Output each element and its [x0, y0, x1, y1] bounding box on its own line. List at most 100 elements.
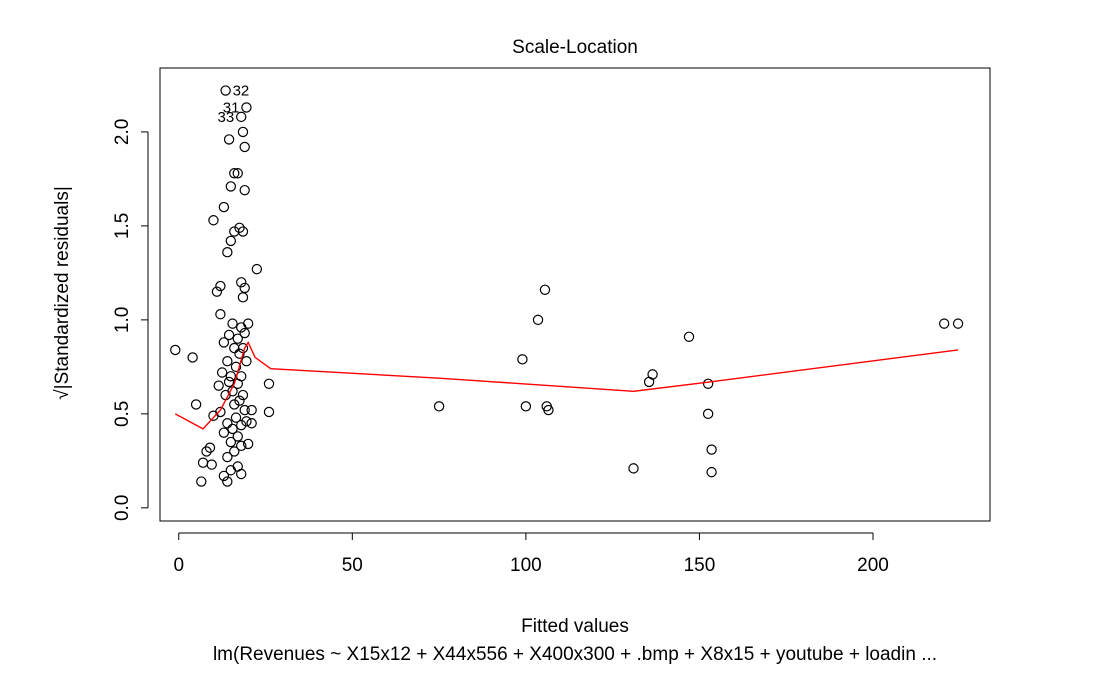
- data-point: [706, 466, 717, 478]
- x-tick-label: 200: [857, 555, 889, 576]
- data-point: [230, 412, 242, 423]
- y-tick-label: 2.0: [112, 119, 133, 145]
- plot-frame: [159, 67, 991, 522]
- data-point: [236, 277, 247, 288]
- data-point: [234, 395, 245, 406]
- data-point: [241, 356, 252, 367]
- data-point: [204, 442, 216, 453]
- data-point: [237, 126, 249, 138]
- point-label: 33: [218, 109, 235, 126]
- x-axis-label: Fitted values: [521, 616, 629, 637]
- y-tick-label: 1.5: [112, 213, 133, 239]
- data-point: [218, 337, 230, 348]
- data-point: [520, 401, 532, 412]
- data-point: [213, 380, 224, 391]
- data-point: [227, 423, 238, 435]
- y-tick-label: 1.0: [112, 307, 133, 333]
- data-point: [251, 263, 263, 275]
- points-layer: [170, 85, 964, 487]
- point-label: 32: [233, 83, 250, 100]
- x-tick-label: 0: [173, 555, 184, 576]
- data-point: [242, 438, 254, 450]
- data-point: [222, 418, 233, 429]
- data-point: [683, 331, 695, 342]
- point-label: 31: [223, 99, 240, 116]
- data-point: [230, 361, 242, 373]
- data-point: [532, 314, 544, 326]
- chart-title: Scale-Location: [512, 37, 638, 58]
- y-tick-label: 0.5: [112, 401, 133, 427]
- data-point: [232, 333, 243, 344]
- data-point: [232, 168, 243, 179]
- data-point: [246, 418, 257, 429]
- data-point: [241, 416, 252, 427]
- data-point: [234, 222, 245, 233]
- data-point: [215, 280, 226, 292]
- data-point: [236, 440, 247, 452]
- data-point: [218, 201, 230, 213]
- smoother-layer: [174, 340, 959, 430]
- data-point: [236, 111, 247, 123]
- data-point: [223, 329, 235, 341]
- smoother-line: [174, 340, 959, 430]
- axes-layer: 0 50 100 150 200 0.0 0.5 1.0 1.5 2.0: [112, 119, 889, 576]
- data-point: [170, 344, 181, 356]
- data-point: [211, 286, 223, 297]
- data-point: [237, 389, 249, 401]
- data-point: [218, 427, 230, 438]
- y-tick-label: 0.0: [112, 495, 133, 521]
- data-point: [215, 406, 226, 418]
- data-point: [201, 446, 212, 457]
- data-point: [225, 235, 237, 247]
- data-point: [236, 468, 247, 480]
- data-point: [234, 348, 245, 359]
- data-point: [517, 354, 528, 365]
- data-point: [222, 356, 233, 367]
- data-point: [215, 309, 226, 320]
- data-point: [246, 404, 257, 416]
- data-point: [218, 470, 230, 482]
- data-point: [222, 247, 233, 258]
- data-point: [225, 371, 237, 382]
- data-point: [236, 419, 247, 431]
- data-point: [543, 404, 554, 416]
- data-point: [216, 367, 228, 378]
- data-point: [237, 226, 249, 237]
- data-point: [706, 444, 717, 455]
- data-point: [232, 431, 243, 442]
- x-tick-label: 50: [342, 555, 363, 576]
- data-point: [628, 463, 639, 474]
- data-point: [222, 451, 233, 463]
- data-point: [239, 404, 250, 416]
- data-point: [222, 476, 233, 487]
- data-point: [220, 85, 231, 96]
- data-point: [239, 327, 250, 339]
- data-point: [239, 282, 250, 294]
- data-point: [263, 378, 275, 389]
- data-point: [223, 134, 235, 145]
- x-tick-label: 100: [510, 555, 542, 576]
- data-point: [225, 436, 237, 448]
- data-point: [229, 168, 240, 179]
- data-point: [539, 284, 551, 296]
- data-point: [187, 352, 198, 363]
- data-point: [208, 215, 219, 226]
- data-point: [702, 378, 714, 389]
- data-point: [225, 181, 237, 192]
- y-axis-label: √|Standardized residuals|: [52, 186, 73, 400]
- data-point: [229, 399, 240, 410]
- data-point: [702, 408, 714, 420]
- x-tick-label: 150: [684, 555, 716, 576]
- chart-subtitle: lm(Revenues ~ X15x12 + X44x556 + X400x30…: [213, 644, 937, 665]
- data-point: [938, 318, 950, 329]
- data-point: [241, 102, 252, 113]
- data-point: [239, 141, 250, 153]
- data-point: [242, 318, 254, 329]
- data-point: [229, 446, 240, 457]
- data-point: [227, 318, 238, 329]
- data-point: [206, 459, 217, 470]
- data-point: [196, 476, 207, 487]
